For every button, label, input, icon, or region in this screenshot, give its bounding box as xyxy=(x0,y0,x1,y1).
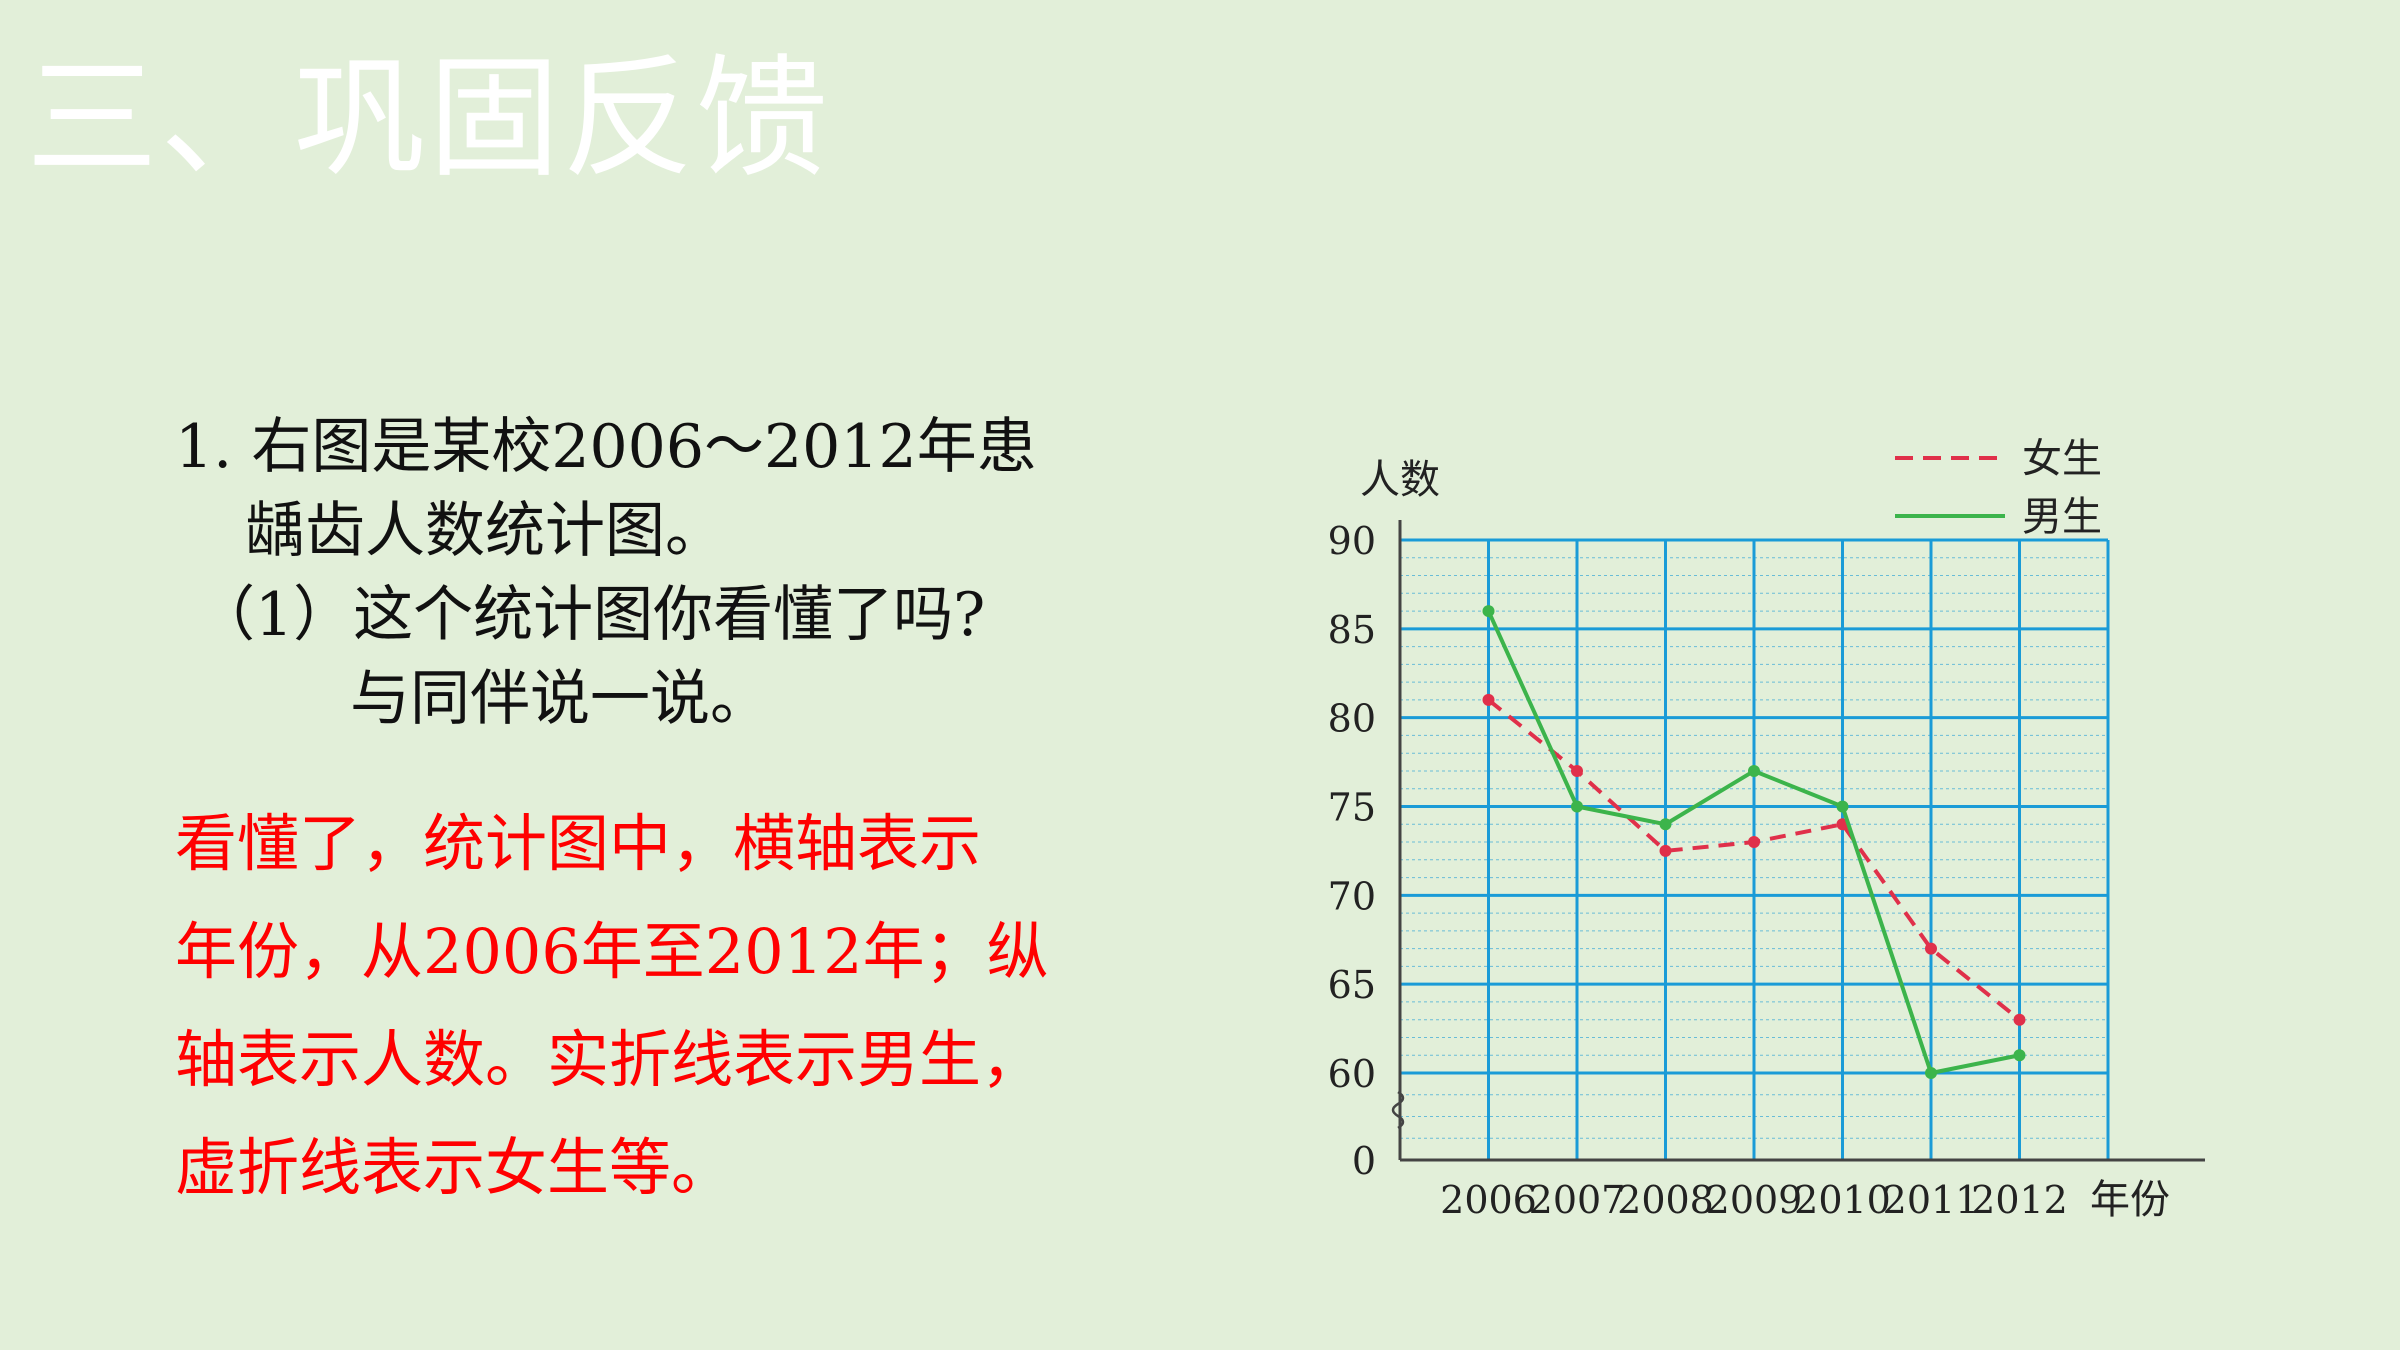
answer-line-3: 轴表示人数。实折线表示男生， xyxy=(175,1023,1044,1096)
data-point-girls xyxy=(1659,844,1672,857)
y-tick-label: 80 xyxy=(1328,697,1376,741)
data-point-girls xyxy=(1571,764,1583,777)
data-point-boys xyxy=(1659,818,1672,831)
answer-text: 看懂了，统计图中，横轴表示 年份，从2006年至2012年；纵 轴表示人数。实折… xyxy=(175,790,1135,1222)
x-tick-label: 2011 xyxy=(1883,1178,1980,1222)
question-line-1: 1. 右图是某校2006～2012年患 xyxy=(175,412,1037,482)
y-tick-label: 65 xyxy=(1328,963,1376,1007)
legend-girls-label: 女生 xyxy=(2022,436,2102,482)
question-line-3: （1）这个统计图你看懂了吗? xyxy=(195,580,986,650)
data-point-boys xyxy=(1836,800,1849,813)
legend-boys-label: 男生 xyxy=(2022,494,2102,540)
axis-break-mark xyxy=(1391,1090,1405,1130)
answer-line-1: 看懂了，统计图中，横轴表示 xyxy=(175,807,982,880)
question-line-2: 龋齿人数统计图。 xyxy=(245,496,725,566)
data-point-boys xyxy=(1482,605,1495,618)
x-axis-label: 年份 xyxy=(2090,1177,2170,1223)
data-point-boys xyxy=(1925,1067,1937,1079)
y-tick-label: 0 xyxy=(1352,1139,1376,1183)
data-point-girls xyxy=(2013,1013,2026,1026)
page-title: 三、巩固反馈 xyxy=(26,42,830,196)
data-point-girls xyxy=(1482,693,1495,706)
answer-line-2: 年份，从2006年至2012年；纵 xyxy=(175,915,1049,988)
y-tick-label: 60 xyxy=(1328,1052,1376,1096)
chart-axes xyxy=(1391,520,2205,1162)
x-tick-label: 2009 xyxy=(1706,1178,1803,1222)
question-line-4: 与同伴说一说。 xyxy=(350,664,770,734)
y-tick-label: 75 xyxy=(1328,786,1376,830)
x-tick-label: 2008 xyxy=(1617,1178,1714,1222)
chart-series xyxy=(1482,605,2026,1079)
y-tick-label: 90 xyxy=(1328,519,1376,563)
question-text: 1. 右图是某校2006～2012年患 龋齿人数统计图。 （1）这个统计图你看懂… xyxy=(175,405,1037,741)
x-tick-label: 2006 xyxy=(1440,1178,1537,1222)
data-point-boys xyxy=(1748,764,1760,777)
chart-legend: 女生 男生 xyxy=(1895,436,2102,540)
chart-labels: 人数 年份 0606570758085902006200720082009201… xyxy=(1328,457,2170,1223)
x-tick-label: 2010 xyxy=(1794,1178,1891,1222)
data-point-boys xyxy=(2013,1049,2026,1062)
x-tick-label: 2007 xyxy=(1529,1178,1626,1222)
data-point-girls xyxy=(1925,942,1937,955)
data-point-boys xyxy=(1571,800,1583,813)
x-tick-label: 2012 xyxy=(1971,1178,2068,1222)
chart-grid xyxy=(1398,538,2110,1160)
y-tick-label: 85 xyxy=(1328,608,1376,652)
y-tick-label: 70 xyxy=(1328,874,1376,918)
data-point-girls xyxy=(1748,836,1760,849)
answer-line-4: 虚折线表示女生等。 xyxy=(175,1131,734,1204)
y-axis-label: 人数 xyxy=(1360,457,1440,503)
